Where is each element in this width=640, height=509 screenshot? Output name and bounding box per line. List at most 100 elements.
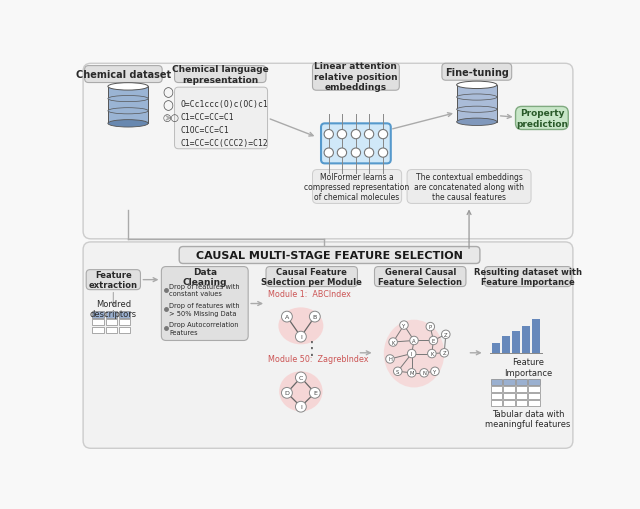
Circle shape bbox=[282, 312, 292, 322]
FancyBboxPatch shape bbox=[83, 242, 573, 448]
Text: M: M bbox=[410, 371, 414, 376]
Circle shape bbox=[324, 130, 333, 139]
FancyBboxPatch shape bbox=[484, 267, 572, 287]
Text: N: N bbox=[422, 371, 426, 376]
Bar bbox=[528, 400, 540, 406]
Circle shape bbox=[296, 372, 307, 383]
Circle shape bbox=[337, 130, 347, 139]
Text: Drop Autocorrelation
Features: Drop Autocorrelation Features bbox=[169, 322, 239, 335]
Bar bbox=[491, 393, 502, 399]
Ellipse shape bbox=[108, 83, 148, 91]
FancyBboxPatch shape bbox=[516, 107, 568, 130]
FancyBboxPatch shape bbox=[374, 267, 466, 287]
Text: Fine-tuning: Fine-tuning bbox=[445, 68, 509, 77]
Text: ○: ○ bbox=[162, 87, 173, 99]
Ellipse shape bbox=[108, 121, 148, 128]
Text: I: I bbox=[300, 334, 302, 340]
Ellipse shape bbox=[384, 320, 444, 388]
FancyBboxPatch shape bbox=[442, 64, 511, 81]
Text: I: I bbox=[300, 405, 302, 409]
Text: O=Cc1ccc(O)c(OC)c1
C1=CC=CC=C1
C1OC=CC=C1
C1=CC=CC(CCC2)=C12: O=Cc1ccc(O)c(OC)c1 C1=CC=CC=C1 C1OC=CC=C… bbox=[180, 99, 269, 148]
Circle shape bbox=[364, 130, 374, 139]
Bar bbox=[119, 312, 131, 318]
Text: ⋮: ⋮ bbox=[303, 340, 321, 357]
Bar bbox=[503, 379, 515, 385]
Bar bbox=[503, 393, 515, 399]
Text: E: E bbox=[432, 338, 435, 343]
Text: P: P bbox=[429, 324, 432, 329]
Circle shape bbox=[378, 149, 388, 158]
Circle shape bbox=[351, 130, 360, 139]
Text: Drop of features with
> 50% Missing Data: Drop of features with > 50% Missing Data bbox=[169, 302, 240, 316]
FancyBboxPatch shape bbox=[175, 67, 266, 83]
FancyBboxPatch shape bbox=[175, 88, 268, 150]
Bar bbox=[119, 319, 131, 326]
Bar bbox=[119, 327, 131, 333]
Bar bbox=[491, 400, 502, 406]
Circle shape bbox=[309, 312, 320, 322]
Bar bbox=[106, 319, 117, 326]
Text: A: A bbox=[412, 338, 416, 343]
Text: The contextual embeddings
are concatenated along with
the causal features: The contextual embeddings are concatenat… bbox=[414, 172, 524, 202]
Text: E: E bbox=[313, 390, 317, 395]
Circle shape bbox=[364, 149, 374, 158]
Text: CAUSAL MULTI-STAGE FEATURE SELECTION: CAUSAL MULTI-STAGE FEATURE SELECTION bbox=[196, 250, 463, 261]
FancyBboxPatch shape bbox=[312, 64, 399, 91]
Circle shape bbox=[429, 336, 438, 345]
Text: Chemical language
representation: Chemical language representation bbox=[172, 65, 269, 84]
Text: MolFormer learns a
compressed representation
of chemical molecules: MolFormer learns a compressed representa… bbox=[304, 172, 410, 202]
Text: ○○: ○○ bbox=[162, 113, 179, 123]
Bar bbox=[502, 336, 510, 353]
Circle shape bbox=[426, 323, 435, 331]
Text: Property
prediction: Property prediction bbox=[516, 109, 568, 128]
FancyBboxPatch shape bbox=[266, 267, 358, 287]
FancyBboxPatch shape bbox=[321, 124, 391, 164]
Circle shape bbox=[378, 130, 388, 139]
Bar bbox=[491, 386, 502, 392]
Bar bbox=[528, 393, 540, 399]
Bar bbox=[491, 379, 502, 385]
Ellipse shape bbox=[279, 372, 323, 411]
Bar bbox=[92, 319, 104, 326]
Bar bbox=[503, 386, 515, 392]
Bar bbox=[522, 326, 531, 353]
Text: Linear attention
relative position
embeddings: Linear attention relative position embed… bbox=[314, 62, 397, 92]
FancyBboxPatch shape bbox=[86, 270, 140, 290]
Text: Z: Z bbox=[442, 351, 446, 356]
Text: Mordred
descriptors: Mordred descriptors bbox=[90, 299, 137, 319]
FancyBboxPatch shape bbox=[84, 67, 162, 83]
Text: Drop of features with
constant values: Drop of features with constant values bbox=[169, 284, 240, 297]
Circle shape bbox=[351, 149, 360, 158]
Text: D: D bbox=[285, 390, 289, 395]
Bar bbox=[503, 400, 515, 406]
Circle shape bbox=[420, 369, 428, 377]
Circle shape bbox=[309, 388, 320, 399]
FancyBboxPatch shape bbox=[407, 170, 531, 204]
Circle shape bbox=[400, 321, 408, 330]
Bar bbox=[106, 312, 117, 318]
Ellipse shape bbox=[457, 95, 497, 101]
Circle shape bbox=[394, 367, 402, 376]
Bar bbox=[92, 312, 104, 318]
Circle shape bbox=[296, 402, 307, 412]
Circle shape bbox=[282, 388, 292, 399]
Text: A: A bbox=[285, 315, 289, 320]
Circle shape bbox=[442, 330, 450, 339]
Polygon shape bbox=[457, 86, 497, 123]
Text: Causal Feature
Selection per Module: Causal Feature Selection per Module bbox=[261, 267, 362, 287]
Text: Resulting dataset with
Feature Importance: Resulting dataset with Feature Importanc… bbox=[474, 267, 582, 287]
Text: Module 50:  ZagrebIndex: Module 50: ZagrebIndex bbox=[268, 355, 369, 364]
Text: Z: Z bbox=[444, 332, 447, 337]
Bar bbox=[511, 331, 520, 353]
Bar bbox=[516, 393, 527, 399]
Ellipse shape bbox=[457, 107, 497, 113]
Bar bbox=[516, 379, 527, 385]
Ellipse shape bbox=[457, 119, 497, 126]
Circle shape bbox=[386, 355, 394, 363]
Text: Feature
extraction: Feature extraction bbox=[89, 270, 138, 290]
Circle shape bbox=[440, 349, 449, 357]
FancyBboxPatch shape bbox=[161, 267, 248, 341]
Bar bbox=[492, 343, 500, 353]
Text: Data
Cleaning: Data Cleaning bbox=[182, 267, 227, 287]
Bar bbox=[516, 386, 527, 392]
